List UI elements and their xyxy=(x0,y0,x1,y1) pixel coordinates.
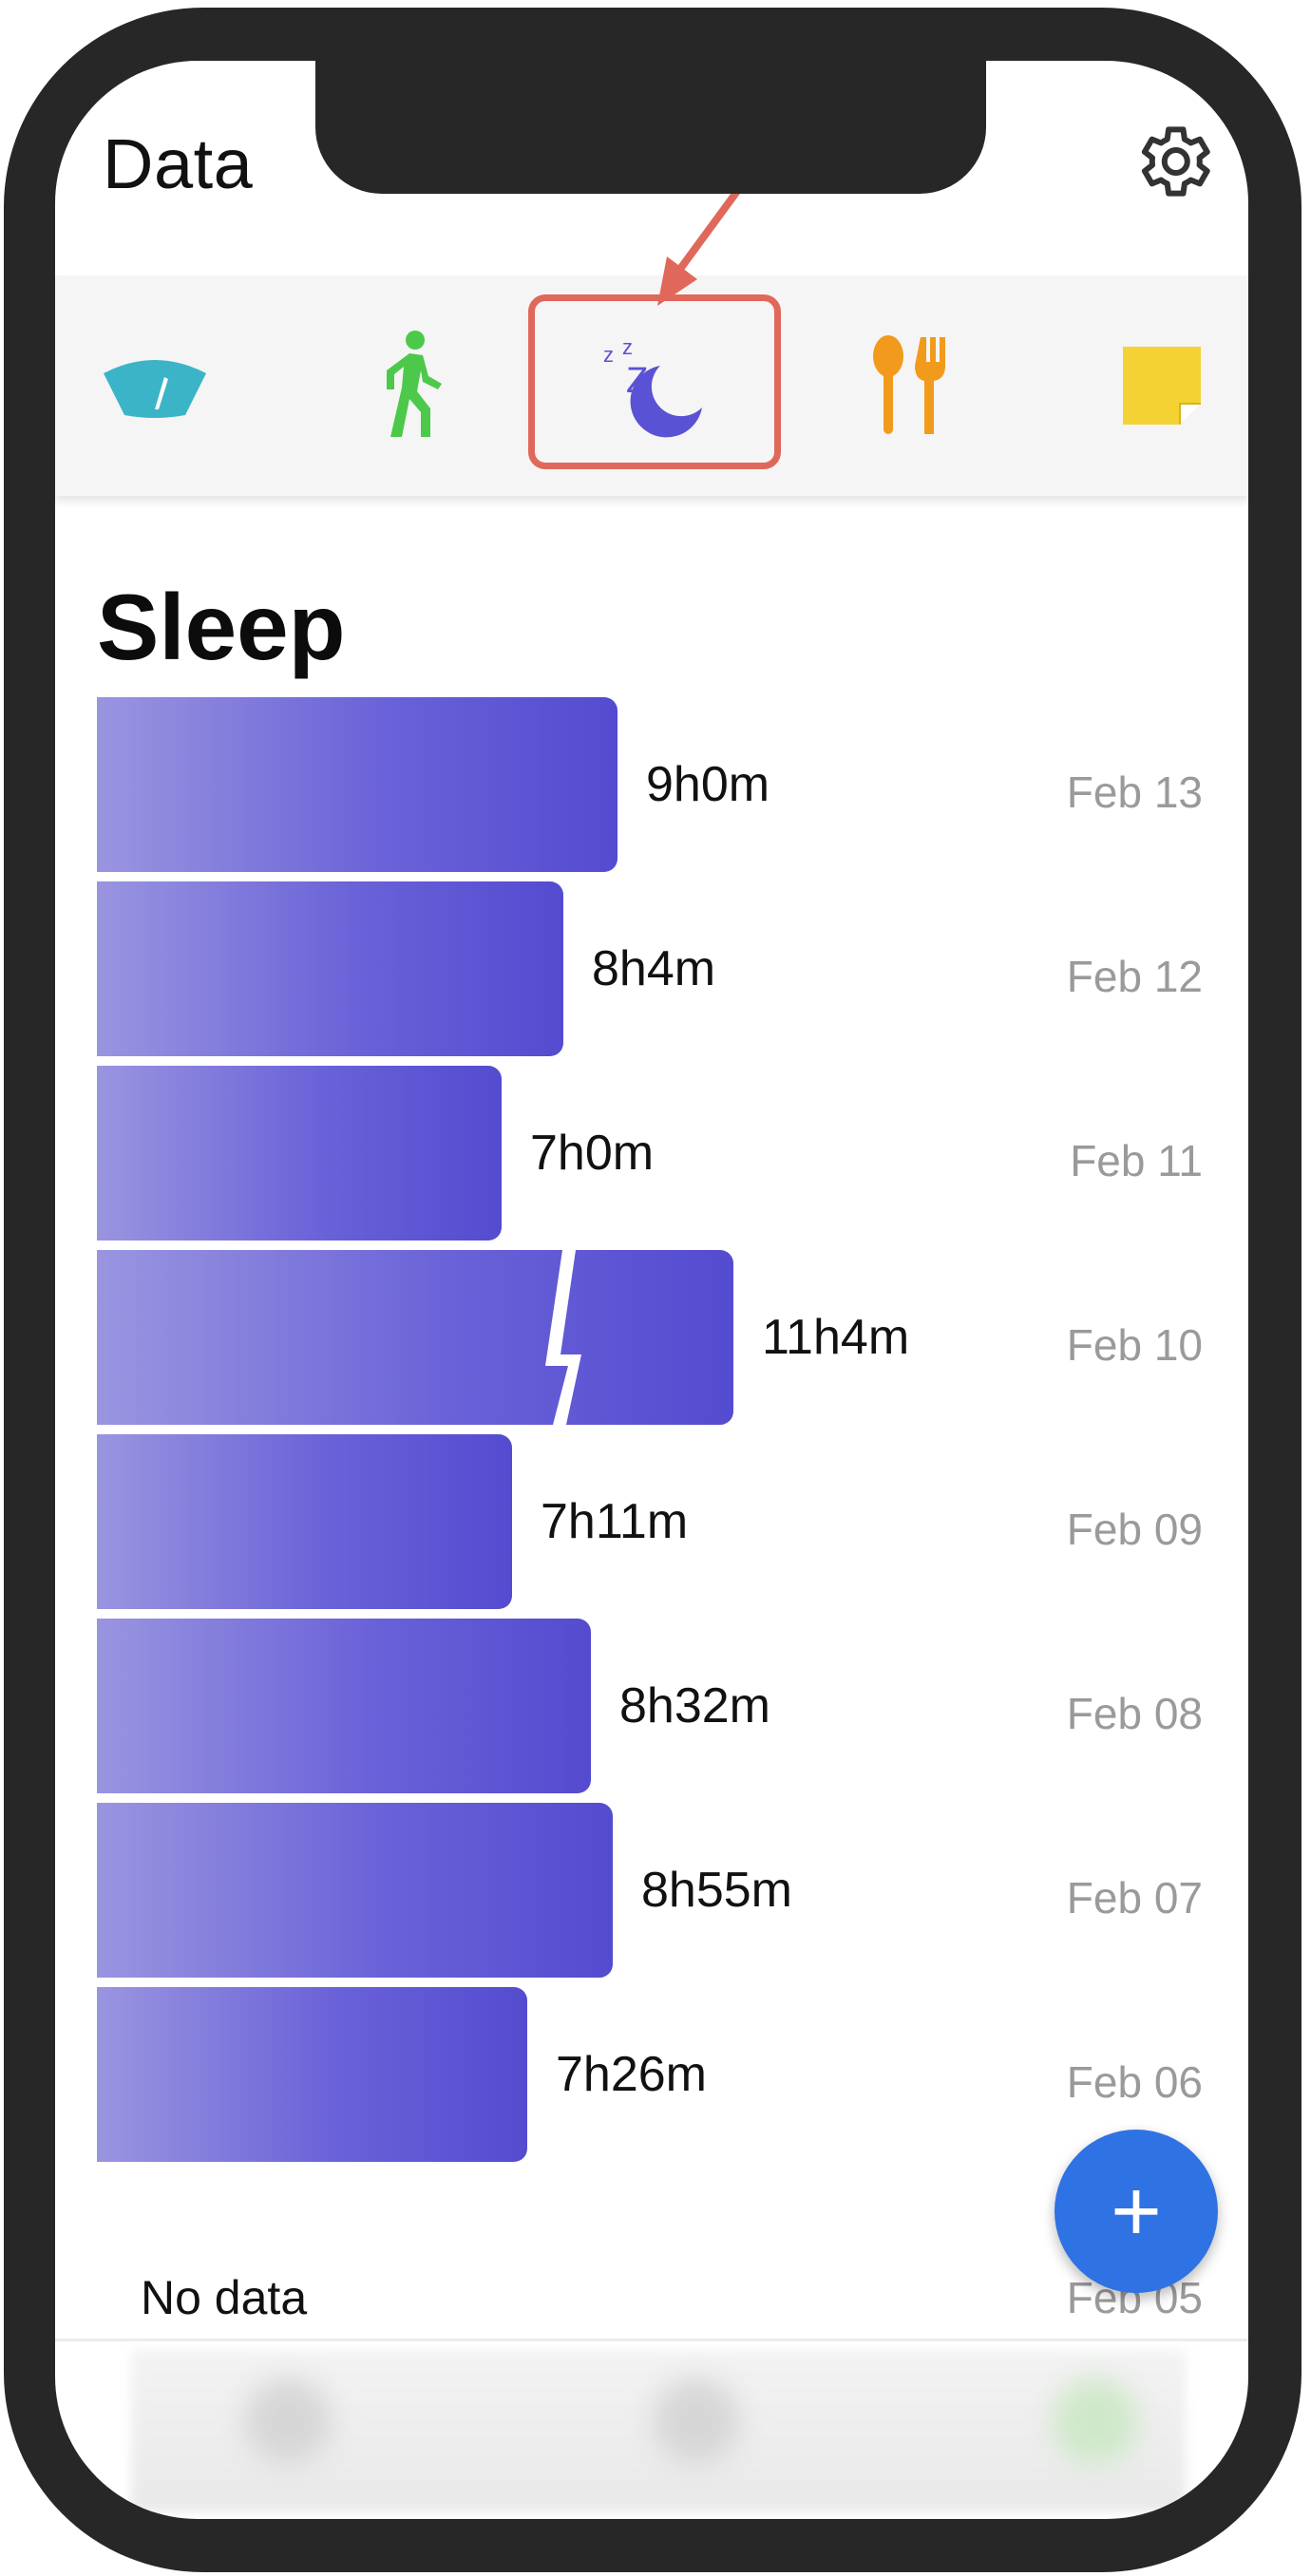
sleep-bar xyxy=(97,1066,502,1241)
sleep-duration-label: 8h4m xyxy=(592,941,716,996)
phone-frame: Data xyxy=(4,8,1302,2572)
axis-break-icon xyxy=(545,1250,581,1425)
sleep-moon-icon: Z z z xyxy=(603,335,702,438)
tab-food[interactable] xyxy=(834,275,996,496)
entry-date: Feb 10 xyxy=(1066,1320,1203,1370)
nav-item-icon[interactable] xyxy=(654,2378,739,2464)
entry-date: Feb 07 xyxy=(1066,1873,1203,1923)
no-data-label: No data xyxy=(141,2271,308,2324)
sleep-duration-label: 8h32m xyxy=(619,1678,770,1733)
table-row[interactable]: 8h55m Feb 07 xyxy=(97,1803,1203,1978)
nav-item-icon[interactable] xyxy=(245,2378,331,2464)
sleep-duration-label: 11h4m xyxy=(762,1310,910,1365)
sleep-duration-label: 7h11m xyxy=(541,1494,689,1549)
sticky-note-icon xyxy=(1123,347,1201,425)
svg-text:Z: Z xyxy=(626,361,648,401)
table-row[interactable]: 7h0m Feb 11 xyxy=(97,1066,1203,1241)
section-title: Sleep xyxy=(97,575,346,679)
sleep-tab-highlight-box xyxy=(528,294,781,469)
entry-date: Feb 06 xyxy=(1066,2057,1203,2107)
entry-date: Feb 13 xyxy=(1066,767,1203,817)
nav-item-icon[interactable] xyxy=(1053,2378,1138,2464)
tab-weight[interactable] xyxy=(74,275,236,496)
sleep-bar xyxy=(97,1987,527,2162)
sleep-duration-label: 8h55m xyxy=(641,1863,792,1918)
entry-date: Feb 08 xyxy=(1066,1689,1203,1738)
table-row[interactable]: 11h4m Feb 10 xyxy=(97,1250,1203,1425)
svg-text:z: z xyxy=(603,343,614,367)
tab-notes[interactable] xyxy=(1081,275,1243,496)
entry-date: Feb 09 xyxy=(1066,1505,1203,1554)
spoon-fork-icon xyxy=(873,335,945,434)
sleep-bar xyxy=(97,881,563,1056)
sleep-bar xyxy=(97,1619,591,1793)
svg-text:z: z xyxy=(622,335,633,359)
sleep-duration-label: 9h0m xyxy=(646,757,770,812)
bottom-divider xyxy=(55,2339,1248,2341)
sleep-bar xyxy=(97,1434,512,1609)
device-notch xyxy=(315,61,986,194)
tab-activity[interactable] xyxy=(331,275,492,496)
entry-date: Feb 11 xyxy=(1070,1136,1203,1185)
sleep-bar xyxy=(97,1250,733,1425)
table-row[interactable]: 7h11m Feb 09 xyxy=(97,1434,1203,1609)
sleep-bar xyxy=(97,697,618,872)
page-title: Data xyxy=(103,124,254,203)
entry-date: Feb 12 xyxy=(1066,952,1203,1001)
table-row[interactable]: 8h32m Feb 08 xyxy=(97,1619,1203,1793)
walking-icon xyxy=(387,331,442,437)
sleep-bar xyxy=(97,1803,613,1978)
table-row[interactable]: 8h4m Feb 12 xyxy=(97,881,1203,1056)
table-row[interactable]: 9h0m Feb 13 xyxy=(97,697,1203,872)
app-screen: Data xyxy=(55,61,1248,2519)
scale-icon xyxy=(104,360,206,418)
add-entry-button[interactable]: + xyxy=(1054,2130,1218,2293)
table-row[interactable]: 7h26m Feb 06 xyxy=(97,1987,1203,2162)
sleep-duration-label: 7h26m xyxy=(556,2047,707,2102)
sleep-duration-label: 7h0m xyxy=(530,1126,655,1181)
settings-gear-icon[interactable] xyxy=(1127,116,1218,207)
category-tab-bar: Z z z xyxy=(55,275,1248,496)
tab-sleep[interactable]: Z z z xyxy=(574,275,735,496)
